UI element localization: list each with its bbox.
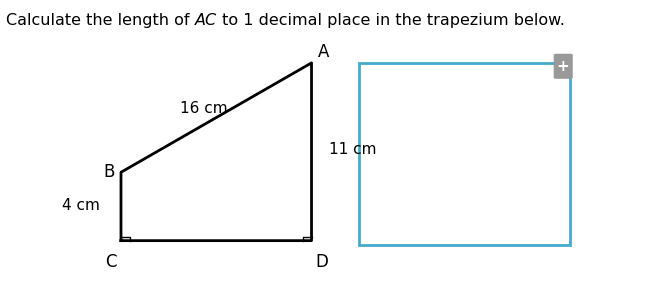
Text: to 1 decimal place in the trapezium below.: to 1 decimal place in the trapezium belo…	[217, 13, 565, 28]
Text: D: D	[316, 253, 329, 271]
Text: C: C	[105, 253, 117, 271]
Text: 16 cm: 16 cm	[180, 101, 228, 116]
Text: B: B	[104, 163, 115, 181]
Text: +: +	[557, 59, 569, 74]
Text: 4 cm: 4 cm	[62, 198, 100, 213]
Text: AC: AC	[195, 13, 217, 28]
FancyBboxPatch shape	[554, 54, 573, 79]
Text: 11 cm: 11 cm	[329, 142, 377, 157]
Bar	[359, 63, 570, 245]
Text: A: A	[318, 43, 329, 61]
Text: Calculate the length of: Calculate the length of	[6, 13, 195, 28]
